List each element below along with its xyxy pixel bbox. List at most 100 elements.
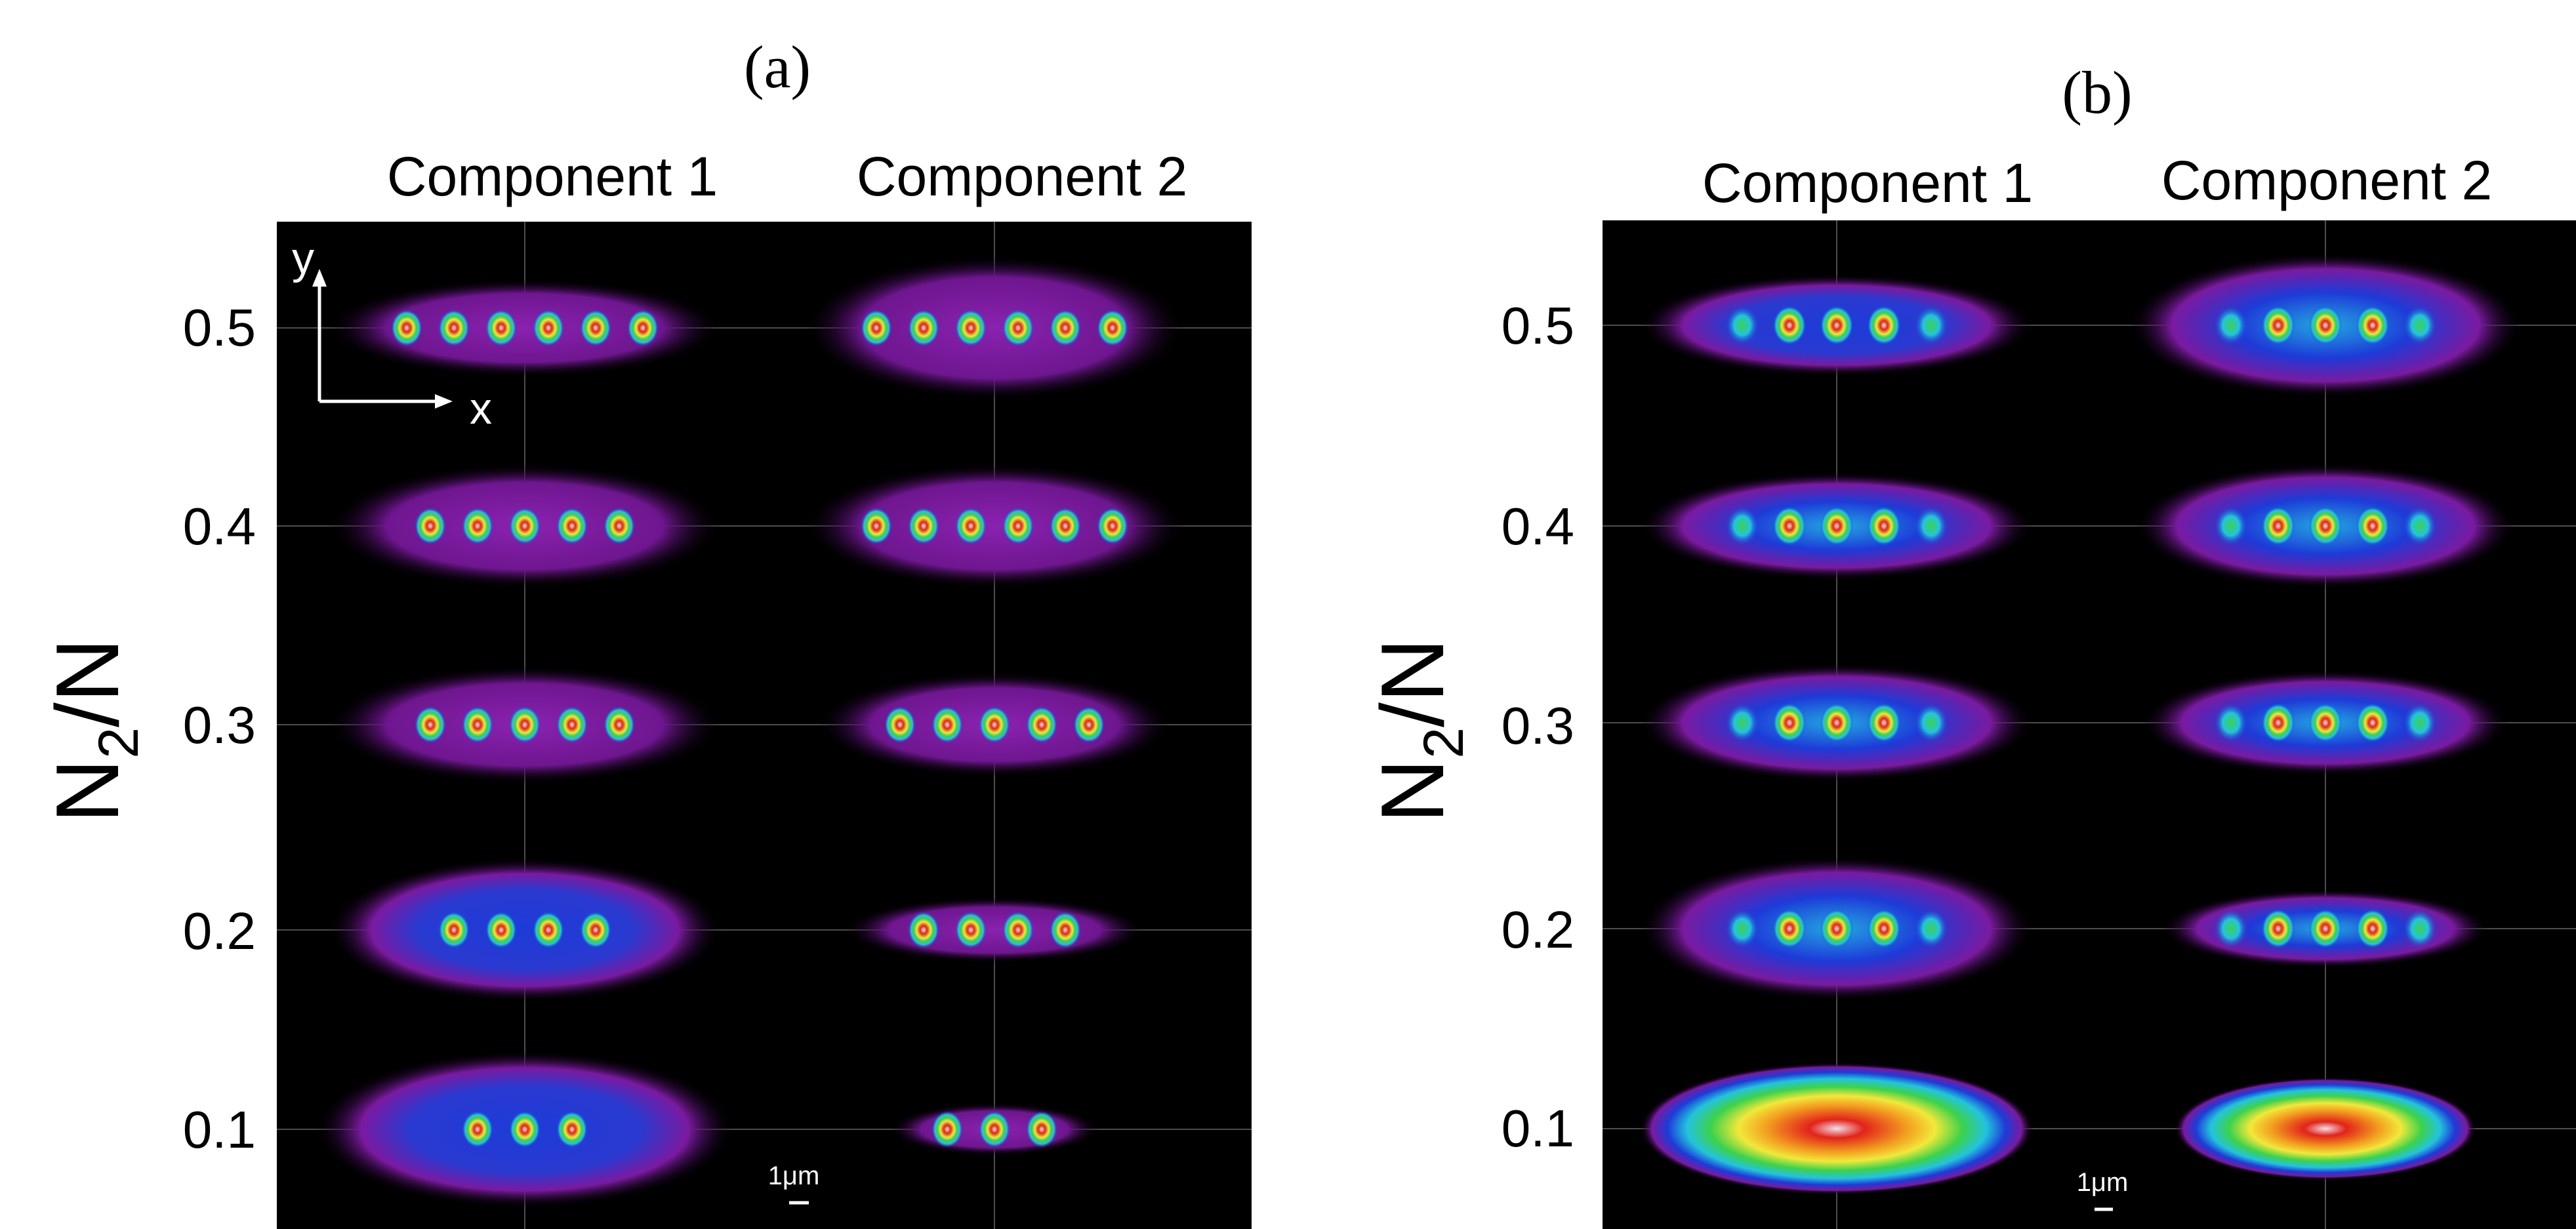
- panel-a-label: (a): [744, 33, 811, 100]
- density-peak: [908, 912, 939, 948]
- density-peak: [391, 310, 422, 346]
- panel-b-label: (b): [2062, 59, 2132, 126]
- density-peak: [979, 1111, 1010, 1148]
- density-peak: [1050, 310, 1081, 346]
- density-peak: [1725, 306, 1759, 345]
- density-cloud: [804, 256, 1185, 400]
- density-peak: [861, 508, 892, 544]
- density-peak: [2308, 703, 2342, 742]
- density-peak: [2308, 909, 2342, 948]
- density-peak: [556, 508, 588, 544]
- panel-a-col-title-1: Component 1: [387, 146, 718, 207]
- panel-a-row-label-03: 0.3: [183, 696, 256, 754]
- panel-b-density-profiles: [1640, 253, 2522, 1194]
- density-peak: [1002, 310, 1034, 346]
- density-peak: [1097, 310, 1128, 346]
- density-cloud: [1640, 1063, 2034, 1194]
- density-peak: [2403, 306, 2437, 345]
- density-peak: [2403, 506, 2437, 546]
- x-arrow-icon: [435, 394, 453, 409]
- density-peak: [955, 310, 987, 346]
- panel-a-row-label-05: 0.5: [183, 298, 256, 357]
- axis-x-label: x: [470, 384, 492, 433]
- panel-b-row-label-05: 0.5: [1502, 296, 1574, 355]
- density-peak: [1820, 306, 1854, 345]
- panel-a-row-label-01: 0.1: [183, 1100, 256, 1159]
- density-peak: [931, 1111, 963, 1148]
- density-peak: [2214, 909, 2248, 948]
- density-peak: [603, 706, 635, 743]
- density-peak: [955, 912, 987, 948]
- density-peak: [556, 1111, 588, 1148]
- density-peak: [1820, 703, 1854, 742]
- density-peak: [1772, 703, 1807, 742]
- density-peak: [1002, 912, 1034, 948]
- panel-b-ylabel: N2/N: [1362, 638, 1475, 823]
- density-peak: [1050, 508, 1081, 544]
- density-peak: [533, 912, 564, 948]
- density-peak: [1867, 306, 1901, 345]
- density-peak: [1867, 909, 1901, 948]
- density-peak: [509, 1111, 541, 1148]
- density-peak: [2308, 306, 2342, 345]
- y-arrow-icon: [312, 269, 327, 287]
- density-peak: [2214, 703, 2248, 742]
- density-peak: [931, 706, 963, 743]
- density-cloud: [2175, 1078, 2476, 1180]
- density-peak: [485, 310, 517, 346]
- density-peak: [2308, 506, 2342, 546]
- density-peak: [2356, 703, 2390, 742]
- density-peak: [2403, 909, 2437, 948]
- panel-a-scale-bar-label: 1μm: [768, 1161, 820, 1190]
- panel-b-scale-bar: 1μm: [2077, 1168, 2129, 1211]
- density-peak: [979, 706, 1010, 743]
- density-peak: [415, 508, 446, 544]
- density-peak: [1772, 909, 1807, 948]
- density-peak: [2214, 306, 2248, 345]
- density-peak: [438, 912, 470, 948]
- density-peak: [884, 706, 916, 743]
- density-peak: [2214, 506, 2248, 546]
- density-peak: [1820, 909, 1854, 948]
- density-peak: [1725, 703, 1759, 742]
- density-peak: [415, 706, 446, 743]
- density-peak: [2403, 703, 2437, 742]
- density-peak: [2261, 506, 2295, 546]
- panel-a-row-label-04: 0.4: [183, 497, 256, 555]
- density-peak: [1026, 1111, 1057, 1148]
- density-peak: [1725, 909, 1759, 948]
- density-peak: [1772, 306, 1807, 345]
- axis-y-label: y: [292, 233, 314, 283]
- density-cloud: [844, 897, 1145, 963]
- density-peak: [1772, 506, 1807, 546]
- density-peak: [509, 706, 541, 743]
- density-peak: [603, 508, 635, 544]
- density-peak: [908, 310, 939, 346]
- density-peak: [556, 706, 588, 743]
- density-peak: [2261, 703, 2295, 742]
- density-peak: [1002, 508, 1034, 544]
- density-peak: [1867, 703, 1901, 742]
- density-peak: [1050, 912, 1081, 948]
- panel-a-col-title-2: Component 2: [857, 146, 1187, 207]
- panel-b-row-label-03: 0.3: [1502, 696, 1574, 755]
- density-peak: [1725, 506, 1759, 546]
- axes-indicator: y x: [292, 233, 492, 433]
- panel-b-col-title-2: Component 2: [2161, 150, 2492, 211]
- density-cloud: [804, 464, 1185, 588]
- density-peak: [2356, 909, 2390, 948]
- density-peak: [462, 1111, 493, 1148]
- panel-a-density-profiles: [315, 256, 1185, 1208]
- density-peak: [462, 508, 493, 544]
- density-peak: [438, 310, 470, 346]
- panel-b-scale-bar-label: 1μm: [2077, 1168, 2129, 1197]
- density-peak: [580, 912, 611, 948]
- density-peak: [580, 310, 611, 346]
- density-peak: [1914, 703, 1948, 742]
- density-peak: [2356, 306, 2390, 345]
- density-peak: [1914, 306, 1948, 345]
- density-peak: [1026, 706, 1057, 743]
- density-cloud: [328, 858, 722, 1002]
- panel-a-row-label-02: 0.2: [183, 902, 256, 960]
